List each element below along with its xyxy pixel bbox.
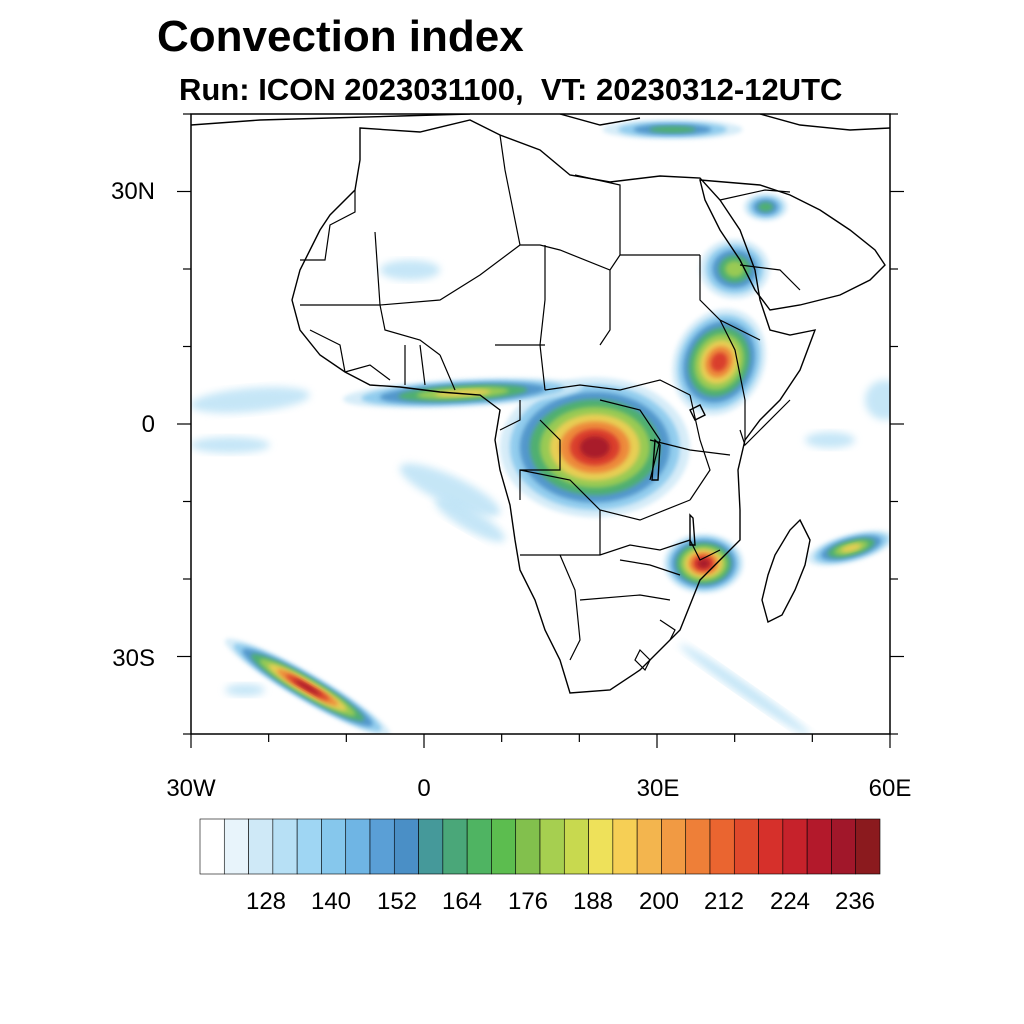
colorbar-swatch <box>321 818 347 875</box>
colorbar-swatch <box>612 818 638 875</box>
colorbar-swatch <box>418 818 444 875</box>
contour-level <box>579 436 610 459</box>
convection-streak <box>435 498 505 542</box>
colorbar-swatch <box>223 818 249 875</box>
convection-cell <box>602 119 743 140</box>
contour-level <box>725 260 745 278</box>
lat-label-0: 0 <box>141 411 155 438</box>
colorbar-tick-label: 164 <box>441 888 483 915</box>
colorbar-tick-label: 188 <box>572 888 614 915</box>
colorbar-tick-label: 128 <box>245 888 287 915</box>
contour-level <box>758 202 774 212</box>
contour-level <box>294 679 321 696</box>
lake-tanganyika <box>651 438 661 481</box>
colorbar-tick-label: 140 <box>310 888 352 915</box>
convection-cell <box>699 239 770 299</box>
lon-label-30w: 30W <box>166 775 216 802</box>
colorbar-swatch <box>248 818 274 875</box>
colorbar-swatch <box>563 818 589 875</box>
colorbar-swatch <box>709 818 735 875</box>
lat-label-30n: 30N <box>110 178 155 205</box>
colorbar-swatch <box>539 818 565 875</box>
country-borders <box>300 134 801 672</box>
colorbar-tick-label: 152 <box>376 888 418 915</box>
convection-streak <box>380 260 440 280</box>
colorbar-swatch <box>806 818 832 875</box>
lon-label-30e: 30E <box>636 775 680 802</box>
colorbar-swatch <box>199 818 225 875</box>
colorbar-swatch <box>393 818 419 875</box>
coastlines-borders <box>191 114 890 694</box>
contour-level <box>710 352 728 372</box>
convection-cell <box>743 193 788 221</box>
contour-level <box>697 558 710 569</box>
colorbar-swatch <box>733 818 759 875</box>
convection-cell <box>499 377 690 518</box>
colorbar-tick-label: 176 <box>507 888 549 915</box>
convection-streak <box>191 386 310 414</box>
madagascar-coastline <box>761 518 811 624</box>
colorbar-tick-label: 236 <box>834 888 876 915</box>
colorbar-swatch <box>855 818 881 875</box>
colorbar-swatch <box>515 818 541 875</box>
lon-label-0: 0 <box>417 775 431 802</box>
colorbar-swatch <box>296 818 322 875</box>
colorbar-swatch <box>369 818 395 875</box>
colorbar-swatch <box>588 818 614 875</box>
colorbar-tick-label: 224 <box>769 888 811 915</box>
colorbar-swatch <box>758 818 784 875</box>
convection-streak <box>865 380 890 420</box>
convection-cell <box>342 377 583 409</box>
lon-label-60e: 60E <box>868 775 912 802</box>
convection-streak <box>191 437 270 453</box>
colorbar-swatch <box>442 818 468 875</box>
colorbar-swatch <box>491 818 517 875</box>
colorbar-swatch <box>661 818 687 875</box>
contour-level <box>649 126 696 133</box>
convection-streak <box>399 463 501 517</box>
convection-cell <box>224 638 391 734</box>
lake-malawi <box>689 513 696 546</box>
convection-cell <box>807 530 890 566</box>
lat-label-30s: 30S <box>112 645 155 672</box>
colorbar-swatch <box>272 818 298 875</box>
lake-victoria <box>689 404 706 421</box>
axis-ticks <box>177 113 904 748</box>
colorbar-swatch <box>782 818 808 875</box>
europe-coastline <box>191 114 890 131</box>
chart-title: Convection index <box>157 12 524 61</box>
arabia-coastline <box>699 179 886 311</box>
convection-streak <box>679 643 811 734</box>
colorbar-tick-label: 212 <box>703 888 745 915</box>
colorbar-swatch <box>831 818 857 875</box>
colorbar-swatch <box>636 818 662 875</box>
chart-subtitle: Run: ICON 2023031100, VT: 20230312-12UTC <box>179 72 843 107</box>
colorbar-swatch <box>466 818 492 875</box>
colorbar <box>199 818 881 875</box>
colorbar-swatch <box>345 818 371 875</box>
colorbar-swatch <box>685 818 711 875</box>
convection-cell <box>663 533 744 594</box>
convection-streak <box>805 432 855 448</box>
convection-field <box>191 119 890 734</box>
contour-level <box>841 543 862 553</box>
colorbar-tick-label: 200 <box>638 888 680 915</box>
convection-streak <box>225 684 265 696</box>
